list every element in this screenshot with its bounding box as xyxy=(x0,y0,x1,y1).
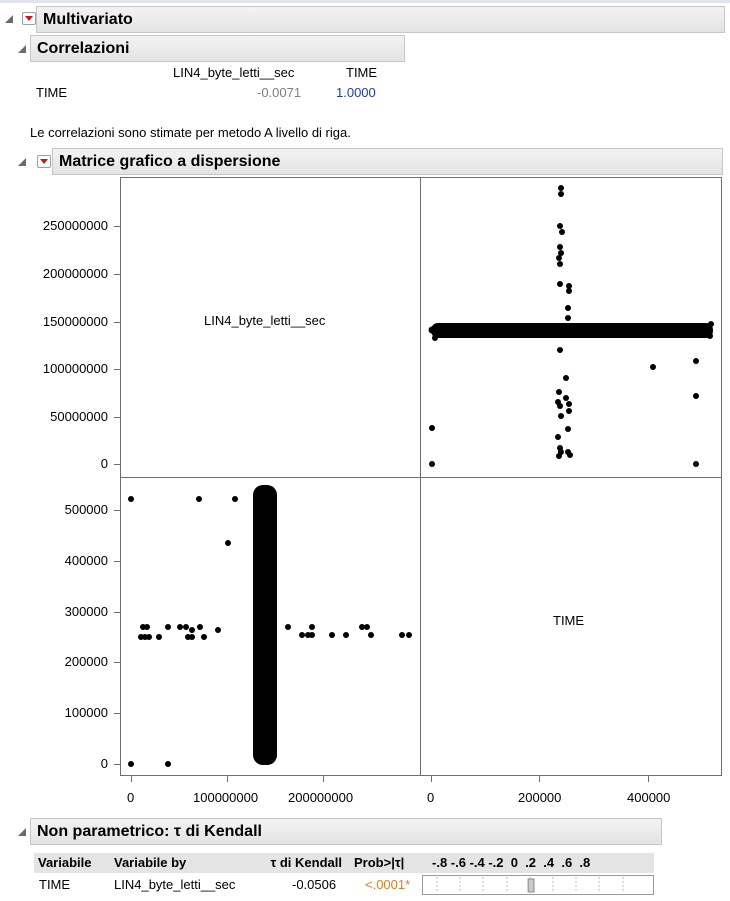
scatter-matrix-frame[interactable] xyxy=(120,177,722,776)
x-tick-label: 100000000 xyxy=(193,790,259,805)
kendall-row-prob: <.0001* xyxy=(365,877,411,892)
kendall-row-variable-by: LIN4_byte_letti__sec xyxy=(114,877,236,892)
red-triangle-menu-icon[interactable] xyxy=(22,12,36,25)
y-tick-mark xyxy=(114,713,120,714)
kendall-bar-svg xyxy=(436,877,624,893)
matrix-horizontal-divider xyxy=(120,477,722,478)
y-tick-mark xyxy=(114,417,120,418)
x-tick-label: 0 xyxy=(427,790,435,805)
window-top-edge xyxy=(0,0,730,3)
col-header-kendall-tau[interactable]: τ di Kendall xyxy=(250,853,346,873)
disclosure-triangle-icon[interactable] xyxy=(18,828,26,836)
y-tick-label: 0 xyxy=(100,456,108,471)
y-tick-label: 250000000 xyxy=(42,218,108,233)
kendall-title: Non parametrico: τ di Kendall xyxy=(37,823,262,840)
kendall-header: Non parametrico: τ di Kendall xyxy=(30,818,662,845)
col-header-prob[interactable]: Prob>|τ| xyxy=(346,853,422,873)
x-tick-mark xyxy=(648,776,649,782)
x-tick-mark xyxy=(431,776,432,782)
corr-note: Le correlazioni sono stimate per metodo … xyxy=(30,125,351,140)
correlations-header: Correlazioni xyxy=(30,35,405,62)
y-tick-label: 0 xyxy=(100,756,108,771)
x-tick-mark xyxy=(323,776,324,782)
matrix-vertical-divider xyxy=(420,177,421,776)
y-tick-label: 200000 xyxy=(64,654,108,669)
y-tick-label: 150000000 xyxy=(42,314,108,329)
disclosure-triangle-icon[interactable] xyxy=(18,158,26,166)
y-tick-mark xyxy=(114,612,120,613)
kendall-row-tau: -0.0506 xyxy=(292,877,337,892)
y-tick-mark xyxy=(114,662,120,663)
correlations-title: Correlazioni xyxy=(37,40,130,57)
corr-value-1: -0.0071 xyxy=(257,85,302,100)
scatter-matrix-title: Matrice grafico a dispersione xyxy=(59,153,281,170)
y-tick-mark xyxy=(114,369,120,370)
corr-value-2: 1.0000 xyxy=(336,85,376,100)
x-tick-mark xyxy=(539,776,540,782)
x-tick-label: 200000 xyxy=(518,790,562,805)
col-header-variable-by[interactable]: Variabile by xyxy=(110,853,250,873)
x-tick-label: 200000000 xyxy=(288,790,354,805)
y-tick-mark xyxy=(114,322,120,323)
y-tick-label: 100000 xyxy=(64,705,108,720)
red-triangle-menu-icon[interactable] xyxy=(37,155,51,168)
multivariate-header: Multivariato xyxy=(36,6,725,33)
y-tick-mark xyxy=(114,464,120,465)
y-tick-label: 200000000 xyxy=(42,266,108,281)
y-tick-label: 400000 xyxy=(64,553,108,568)
col-header-variable[interactable]: Variabile xyxy=(34,853,110,873)
y-tick-label: 100000000 xyxy=(42,361,108,376)
y-tick-mark xyxy=(114,226,120,227)
multivariate-title: Multivariato xyxy=(43,11,133,28)
corr-col-header-2: TIME xyxy=(346,65,378,80)
corr-col-header-1: LIN4_byte_letti__sec xyxy=(173,65,295,80)
x-tick-label: 400000 xyxy=(627,790,671,805)
y-tick-label: 50000000 xyxy=(50,409,108,424)
y-tick-mark xyxy=(114,561,120,562)
disclosure-triangle-icon[interactable] xyxy=(18,45,26,53)
diag-label-lin4: LIN4_byte_letti__sec xyxy=(204,313,326,328)
y-tick-label: 500000 xyxy=(64,502,108,517)
y-tick-mark xyxy=(114,764,120,765)
x-tick-label: 0 xyxy=(127,790,135,805)
corr-row-label: TIME xyxy=(36,85,68,100)
kendall-row-variable: TIME xyxy=(39,877,71,892)
col-header-bar-scale: -.8 -.6 -.4 -.2 0 .2 .4 .6 .8 xyxy=(422,853,654,873)
y-tick-label: 300000 xyxy=(64,604,108,619)
x-tick-mark xyxy=(131,776,132,782)
x-tick-mark xyxy=(227,776,228,782)
y-tick-mark xyxy=(114,274,120,275)
scatter-matrix-header: Matrice grafico a dispersione xyxy=(52,148,723,175)
diag-label-time: TIME xyxy=(553,613,585,628)
disclosure-triangle-icon[interactable] xyxy=(5,15,13,23)
kendall-tau-bar xyxy=(527,878,535,893)
y-tick-mark xyxy=(114,510,120,511)
kendall-bar-chart xyxy=(422,875,654,895)
